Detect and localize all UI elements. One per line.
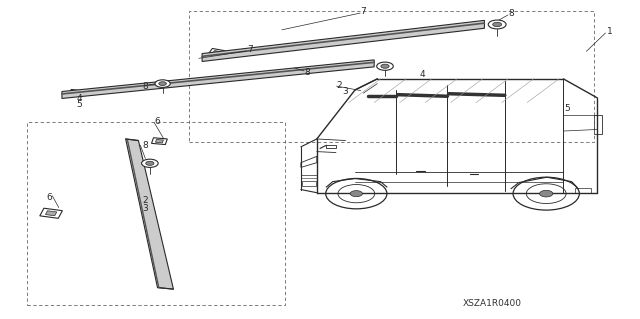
Circle shape (350, 191, 362, 197)
Bar (72, 91, 81, 95)
Text: 6: 6 (155, 117, 161, 126)
Text: 5: 5 (76, 100, 82, 109)
Text: 8: 8 (143, 82, 148, 91)
Text: 8: 8 (305, 68, 310, 77)
Bar (152, 138, 167, 145)
Bar (68, 89, 85, 97)
Circle shape (146, 161, 154, 165)
Text: 2: 2 (142, 196, 148, 205)
Text: 6: 6 (46, 193, 52, 202)
Circle shape (141, 159, 158, 167)
Circle shape (381, 64, 389, 68)
Bar (212, 50, 221, 55)
Text: XSZA1R0400: XSZA1R0400 (463, 299, 522, 308)
Text: 7: 7 (247, 45, 253, 54)
Text: 1: 1 (607, 27, 613, 36)
Circle shape (377, 62, 394, 70)
Polygon shape (125, 139, 173, 289)
Polygon shape (62, 60, 374, 99)
Bar (45, 211, 57, 216)
Text: 3: 3 (142, 204, 148, 213)
Circle shape (493, 22, 502, 27)
Bar (40, 208, 62, 218)
Bar (156, 139, 163, 143)
Bar (326, 145, 336, 148)
Text: 3: 3 (342, 87, 348, 96)
Bar (594, 115, 602, 134)
Text: 8: 8 (508, 9, 514, 18)
Circle shape (488, 20, 506, 29)
Text: 7: 7 (360, 7, 366, 16)
Circle shape (155, 80, 170, 87)
Circle shape (540, 190, 553, 197)
Bar (208, 48, 225, 57)
Text: 4: 4 (419, 70, 425, 78)
Polygon shape (202, 20, 484, 62)
Bar (302, 181, 316, 186)
Text: 4: 4 (76, 94, 82, 103)
Circle shape (159, 82, 166, 85)
Text: 2: 2 (336, 81, 342, 90)
Bar (575, 188, 591, 193)
Text: 5: 5 (564, 104, 570, 113)
Text: 8: 8 (142, 141, 148, 150)
